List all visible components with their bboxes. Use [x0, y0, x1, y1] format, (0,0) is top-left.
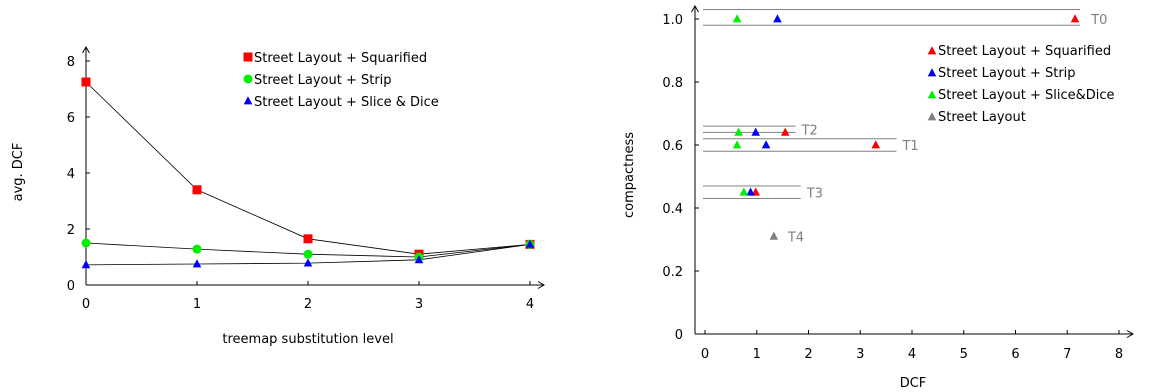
left-x-axis-arrow	[537, 281, 545, 289]
right-data-point	[734, 127, 743, 136]
right-y-tick-label: 1.0	[662, 13, 683, 28]
right-chart: compactness DCF 0 1 2 3 4 5 6 7 8 0 0.2 0.4 0.6 0.8 1.…	[622, 5, 1134, 391]
right-x-axis-arrow	[1126, 330, 1134, 338]
right-legend-label: Street Layout + Strip	[938, 66, 1076, 81]
right-data-point	[871, 140, 881, 149]
left-x-tick-label: 2	[304, 297, 312, 312]
right-data-point	[746, 187, 755, 196]
right-y-tick-label: 0.8	[662, 76, 683, 91]
right-data-point	[761, 140, 771, 149]
group-label: T2	[801, 123, 818, 138]
right-y-tick-label: 0.6	[662, 139, 683, 154]
right-y-tick-label: 0.4	[662, 202, 683, 217]
right-legend-label: Street Layout + Squarified	[938, 44, 1111, 59]
right-data-point	[780, 127, 790, 136]
right-ylabel: compactness	[622, 132, 637, 218]
group-label: T0	[1090, 13, 1107, 28]
right-data-point	[769, 231, 779, 240]
left-data-point	[192, 244, 202, 254]
right-x-tick-label: 5	[960, 347, 968, 362]
right-xlabel: DCF	[900, 376, 927, 391]
left-data-point	[81, 238, 91, 248]
right-y-tick-label: 0.2	[662, 265, 683, 280]
right-data-point	[732, 14, 742, 23]
left-x-tick-label: 1	[193, 297, 201, 312]
right-x-tick-label: 2	[804, 347, 812, 362]
left-legend-label: Street Layout + Squarified	[254, 51, 427, 66]
left-x-tick-label: 3	[415, 297, 423, 312]
right-x-tick-label: 8	[1115, 347, 1123, 362]
left-legend-marker	[243, 52, 253, 62]
right-x-tick-label: 6	[1011, 347, 1019, 362]
left-legend-label: Street Layout + Strip	[254, 73, 392, 88]
right-data-point	[1070, 14, 1080, 23]
right-y-tick-label: 0	[675, 328, 683, 343]
right-legend-marker	[927, 68, 937, 77]
left-data-point	[81, 260, 91, 269]
right-legend-marker	[927, 46, 937, 55]
right-y-axis-arrow	[691, 5, 699, 13]
group-label: T4	[787, 230, 804, 245]
right-data-point	[732, 140, 742, 149]
right-legend-label: Street Layout + Slice&Dice	[938, 88, 1115, 103]
left-y-tick-label: 2	[67, 223, 75, 238]
left-x-tick-label: 0	[82, 297, 90, 312]
right-data-point	[751, 127, 761, 136]
left-legend-label: Street Layout + Slice & Dice	[254, 95, 439, 110]
left-chart: avg. DCF treemap substitution level 0 1 2 3…	[11, 46, 545, 347]
right-data-point	[739, 187, 749, 196]
left-y-tick-label: 6	[67, 111, 75, 126]
left-y-tick-label: 0	[67, 279, 75, 294]
left-data-point	[192, 259, 202, 268]
right-legend-marker	[927, 90, 937, 99]
right-x-tick-label: 1	[753, 347, 761, 362]
left-data-point	[303, 234, 313, 244]
left-data-point	[81, 77, 91, 87]
right-data-point	[773, 14, 782, 23]
group-label: T1	[901, 139, 918, 154]
left-ylabel: avg. DCF	[11, 143, 26, 202]
left-data-point	[303, 258, 313, 267]
right-legend-marker	[927, 112, 937, 121]
right-x-tick-label: 7	[1063, 347, 1071, 362]
left-data-point	[414, 255, 424, 264]
group-label: T3	[806, 186, 823, 201]
right-x-tick-label: 3	[856, 347, 864, 362]
right-x-tick-label: 4	[908, 347, 916, 362]
left-x-tick-label: 4	[526, 297, 534, 312]
left-y-axis-arrow	[82, 46, 90, 54]
left-y-tick-label: 4	[67, 167, 75, 182]
left-data-point	[192, 185, 202, 195]
left-legend-marker	[243, 74, 253, 84]
left-legend-marker	[243, 96, 253, 105]
left-xlabel: treemap substitution level	[222, 332, 393, 347]
left-y-tick-label: 8	[67, 55, 75, 70]
right-legend-label: Street Layout	[938, 110, 1026, 125]
left-data-point	[525, 239, 535, 248]
right-x-tick-label: 0	[701, 347, 709, 362]
left-data-point	[303, 249, 313, 259]
